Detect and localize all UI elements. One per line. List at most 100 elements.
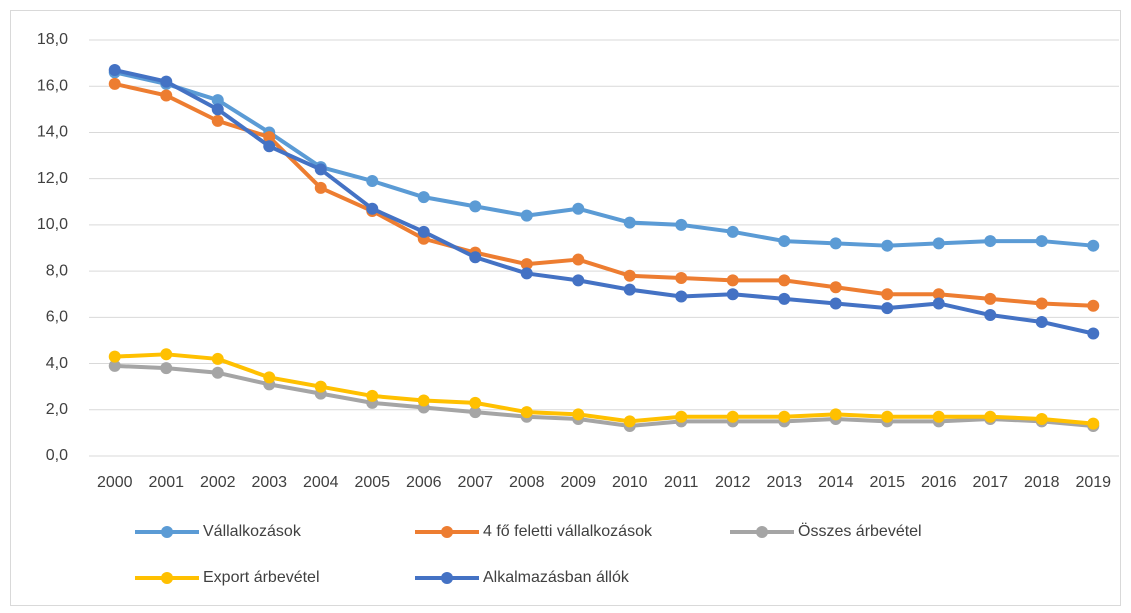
series-line [114,352,1094,426]
data-point [1035,315,1048,328]
y-tick-label: 2,0 [46,401,68,418]
legend-label: Export árbevétel [203,569,320,586]
data-point [366,174,379,187]
data-point [675,410,688,423]
data-point [675,218,688,231]
data-point [881,239,894,252]
data-point [726,288,739,301]
legend-marker [756,526,768,538]
data-point [417,225,430,238]
data-point [263,140,276,153]
data-point [778,274,791,287]
data-point [881,302,894,315]
data-point [778,410,791,423]
x-tick-label: 2008 [509,474,545,491]
x-tick-label: 2010 [612,474,648,491]
data-point [211,114,224,127]
x-tick-label: 2014 [818,474,854,491]
y-tick-label: 16,0 [37,77,68,94]
data-point [1035,297,1048,310]
x-tick-label: 2001 [148,474,184,491]
data-point [932,410,945,423]
data-point [881,288,894,301]
data-point [726,274,739,287]
data-point [520,267,533,280]
y-tick-label: 14,0 [37,124,68,141]
x-tick-label: 2011 [664,474,699,491]
data-point [1087,417,1100,430]
y-tick-label: 8,0 [46,262,68,279]
data-point [623,269,636,282]
data-point [675,272,688,285]
data-point [829,297,842,310]
legend-marker [161,526,173,538]
data-point [984,410,997,423]
x-tick-label: 2004 [303,474,339,491]
y-tick-label: 0,0 [46,447,68,464]
data-point [263,131,276,144]
data-point [366,202,379,215]
data-point [829,281,842,294]
x-tick-label: 2019 [1075,474,1111,491]
x-tick-label: 2006 [406,474,442,491]
x-tick-label: 2013 [766,474,802,491]
data-point [829,237,842,250]
data-point [160,89,173,102]
data-point [160,75,173,88]
data-point [623,283,636,296]
series-line [114,81,1094,308]
data-point [520,406,533,419]
data-point [108,77,121,90]
data-point [211,94,224,107]
data-point [984,235,997,248]
data-point [211,366,224,379]
series-line [114,68,1094,336]
x-tick-label: 2002 [200,474,236,491]
data-point [1087,239,1100,252]
data-point [572,274,585,287]
data-point [314,181,327,194]
data-point [469,396,482,409]
series-line [114,363,1094,428]
legend-marker [161,572,173,584]
data-point [932,297,945,310]
data-point [778,292,791,305]
x-tick-label: 2003 [251,474,287,491]
legend-label: Összes árbevétel [798,522,922,540]
data-point [160,362,173,375]
y-tick-label: 4,0 [46,355,68,372]
data-point [211,103,224,116]
x-tick-label: 2007 [457,474,493,491]
data-point [263,371,276,384]
x-tick-label: 2015 [869,474,905,491]
data-point [314,380,327,393]
data-point [726,225,739,238]
x-tick-label: 2012 [715,474,751,491]
data-point [160,348,173,361]
data-point [881,410,894,423]
data-point [572,408,585,421]
data-point [778,235,791,248]
data-point [932,288,945,301]
data-point [469,251,482,264]
x-tick-label: 2005 [354,474,390,491]
data-point [520,258,533,271]
data-point [469,406,482,419]
data-point [520,209,533,222]
data-point [108,359,121,372]
data-point [572,202,585,215]
data-point [1087,327,1100,340]
data-point [623,216,636,229]
legend-label: 4 fő feletti vállalkozások [483,523,653,540]
data-point [726,410,739,423]
y-tick-label: 6,0 [46,309,68,326]
data-point [984,309,997,322]
y-tick-label: 12,0 [37,170,68,187]
data-point [1035,413,1048,426]
data-point [572,253,585,266]
series-line [114,70,1094,248]
data-point [108,350,121,363]
legend-marker [441,526,453,538]
data-point [932,237,945,250]
